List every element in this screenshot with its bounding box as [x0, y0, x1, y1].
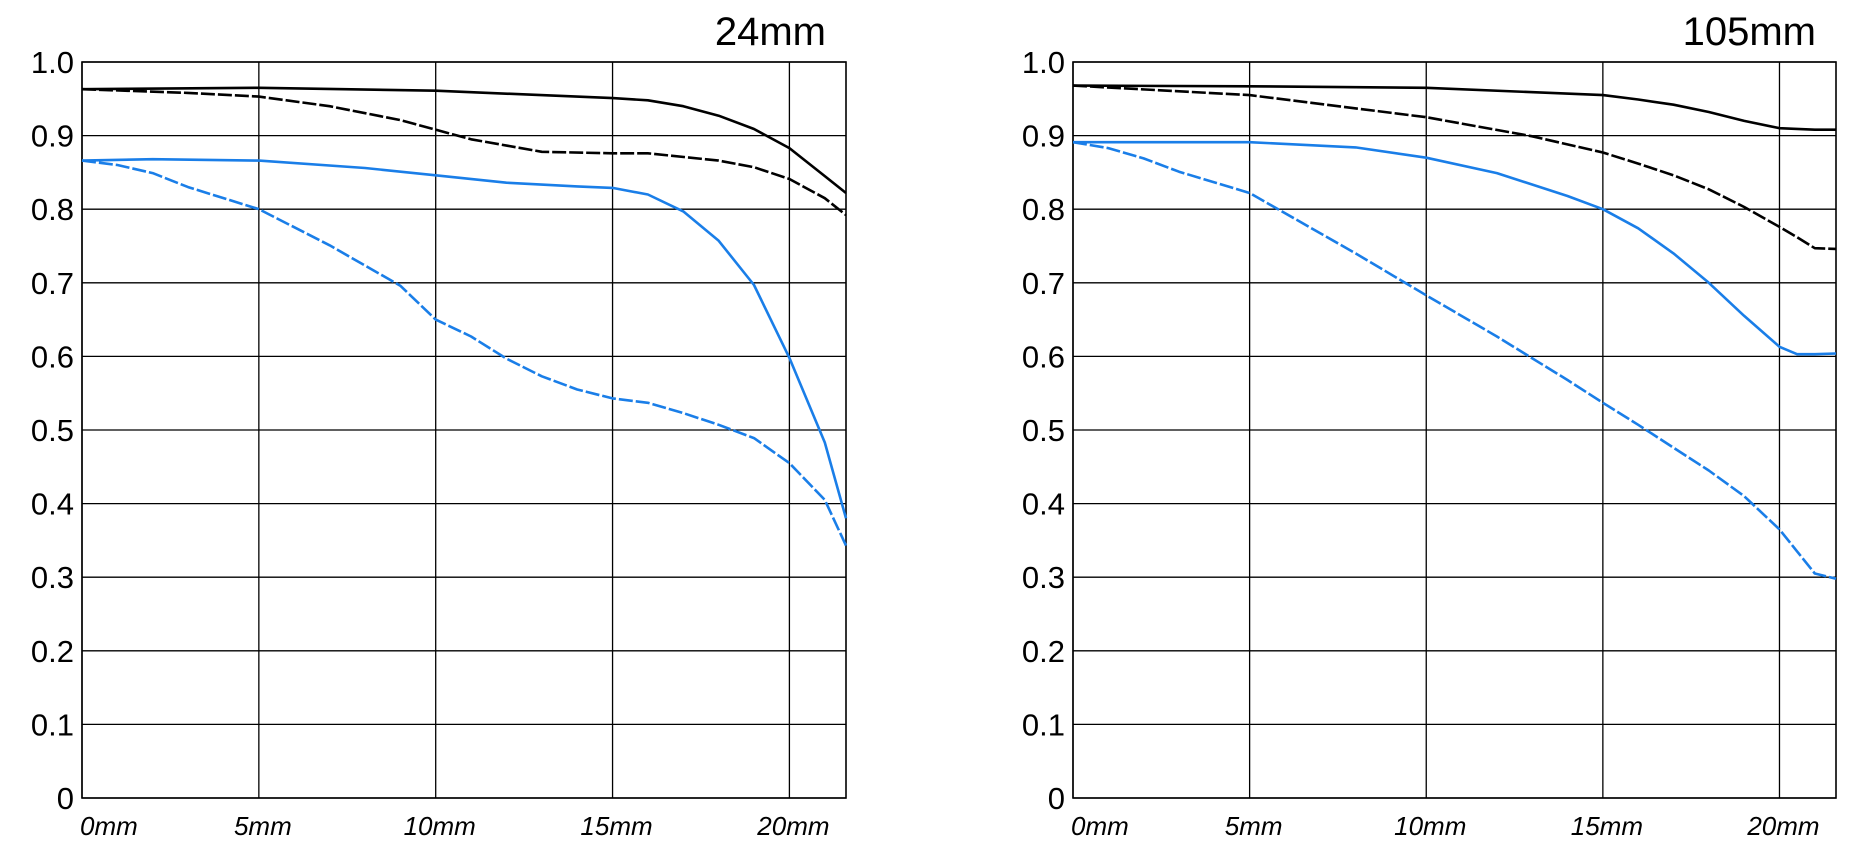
y-tick-label: 0.2	[1022, 634, 1065, 669]
y-tick-label: 0.3	[1022, 560, 1065, 595]
y-tick-label: 0	[1048, 781, 1065, 816]
y-tick-label: 0.9	[1022, 119, 1065, 154]
mtf-series-line	[81, 87, 847, 217]
y-tick-label: 0.5	[31, 413, 74, 448]
y-tick-label: 0.7	[1022, 266, 1065, 301]
x-tick-label: 0mm	[1071, 811, 1129, 841]
y-tick-label: 0.6	[31, 339, 74, 374]
y-tick-label: 0.5	[1022, 413, 1065, 448]
mtf-series-line	[81, 86, 847, 195]
y-tick-label: 0.3	[31, 560, 74, 595]
plot-frame	[1072, 61, 1837, 799]
y-tick-label: 0.8	[1022, 192, 1065, 227]
x-tick-label: 20mm	[756, 811, 829, 841]
x-tick-label: 15mm	[1571, 811, 1643, 841]
y-tick-label: 1.0	[1022, 45, 1065, 80]
mtf-series-line	[1073, 140, 1837, 356]
y-tick-label: 0.8	[31, 192, 74, 227]
chart-title: 105mm	[1683, 10, 1816, 54]
x-tick-label: 10mm	[404, 811, 476, 841]
mtf-series-line	[1072, 84, 1837, 251]
mtf-series-line	[81, 157, 848, 519]
y-tick-label: 0.1	[1022, 707, 1065, 742]
x-tick-label: 0mm	[80, 811, 138, 841]
x-tick-label: 10mm	[1394, 811, 1466, 841]
y-tick-label: 0.1	[31, 707, 74, 742]
x-tick-label: 5mm	[234, 811, 292, 841]
y-tick-label: 0	[57, 781, 74, 816]
y-tick-label: 0.4	[1022, 487, 1065, 522]
plot-frame	[81, 61, 847, 799]
chart-title: 24mm	[715, 10, 826, 54]
y-tick-label: 0.7	[31, 266, 74, 301]
mtf-series-line	[1072, 84, 1836, 131]
y-tick-label: 0.9	[31, 119, 74, 154]
mtf-series-line	[81, 159, 848, 547]
y-tick-label: 0.6	[1022, 339, 1065, 374]
x-tick-label: 20mm	[1746, 811, 1819, 841]
mtf-series-line	[1072, 140, 1837, 580]
y-tick-label: 0.4	[31, 487, 74, 522]
y-tick-label: 0.2	[31, 634, 74, 669]
x-tick-label: 15mm	[580, 811, 652, 841]
x-tick-label: 5mm	[1225, 811, 1283, 841]
y-tick-label: 1.0	[31, 45, 74, 80]
